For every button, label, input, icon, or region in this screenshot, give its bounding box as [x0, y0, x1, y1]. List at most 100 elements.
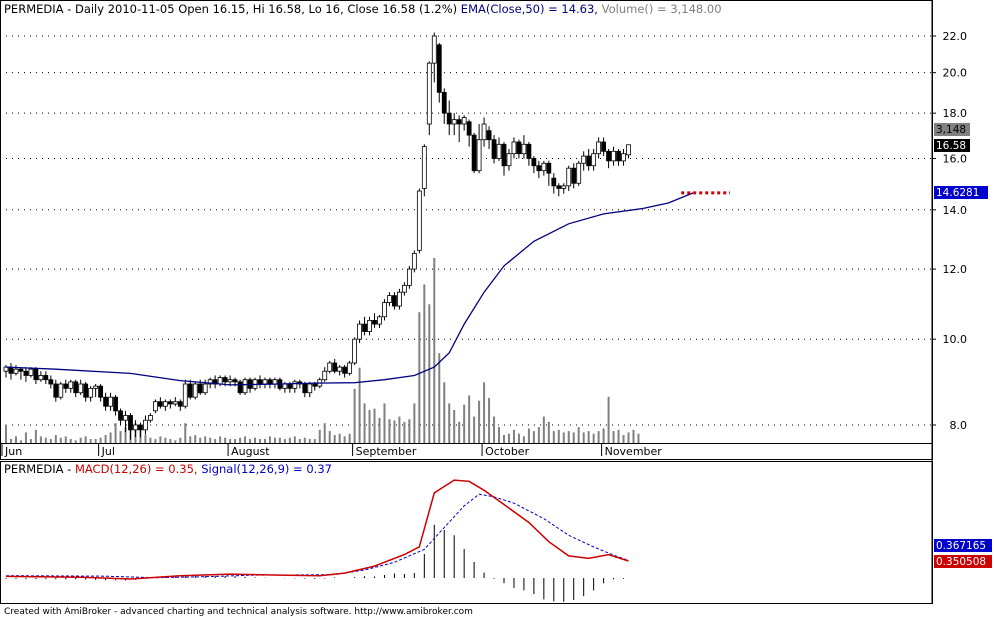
candle-body	[416, 190, 422, 251]
candle-body	[496, 143, 502, 159]
volume-bar	[458, 421, 461, 443]
volume-bar	[24, 432, 27, 443]
candle-body	[566, 167, 572, 187]
volume-bar	[174, 440, 177, 443]
volume-bar	[463, 404, 466, 443]
volume-bar	[433, 258, 436, 443]
candle-body	[13, 368, 19, 374]
candle-body	[192, 383, 198, 398]
candle-body	[207, 379, 213, 385]
volume-bar	[592, 433, 595, 443]
x-tick-label: November	[605, 445, 663, 458]
price-candles	[3, 32, 631, 440]
candle-body	[113, 396, 118, 412]
macd-pane[interactable]	[0, 461, 933, 604]
volume-bars	[5, 258, 640, 443]
volume-bar	[189, 436, 192, 443]
candle-body	[406, 268, 412, 286]
volume-bar	[338, 433, 341, 443]
volume-bar	[199, 437, 202, 443]
candle-body	[337, 366, 343, 372]
x-tick-label: Jul	[101, 445, 115, 458]
volume-bar	[333, 435, 336, 443]
volume-bar	[632, 429, 635, 443]
candle-body	[626, 144, 631, 156]
volume-bar	[403, 421, 406, 443]
price-pane[interactable]	[0, 0, 933, 460]
svg-text:14.6281: 14.6281	[936, 187, 979, 199]
macd-line	[5, 479, 629, 580]
candle-body	[73, 381, 79, 394]
candle-body	[401, 285, 407, 293]
candle-body	[307, 383, 313, 394]
candle-body	[606, 150, 611, 162]
volume-bar	[249, 439, 252, 443]
volume-bar	[239, 437, 242, 443]
candle-body	[8, 366, 14, 374]
volume-bar	[527, 428, 530, 443]
volume-bar	[19, 440, 22, 443]
volume-bar	[14, 436, 17, 443]
candle-body	[436, 44, 442, 93]
candle-body	[601, 141, 606, 152]
candle-body	[98, 385, 104, 398]
volume-bar	[114, 423, 117, 443]
svg-text:16.58: 16.58	[936, 140, 966, 152]
x-tick-label: September	[356, 445, 417, 458]
volume-bar	[124, 427, 127, 443]
volume-bar	[577, 427, 580, 443]
candle-body	[536, 165, 542, 172]
volume-bar	[343, 436, 346, 443]
candle-body	[347, 362, 353, 374]
candle-body	[48, 379, 54, 385]
volume-bar	[94, 439, 97, 443]
volume-bar	[388, 419, 391, 443]
candle-body	[342, 366, 348, 374]
volume-bar	[273, 437, 276, 443]
volume-bar	[29, 439, 32, 443]
candle-body	[372, 320, 377, 325]
volume-bar	[104, 435, 107, 443]
volume-bar	[79, 437, 82, 443]
candle-body	[182, 383, 188, 407]
candle-body	[157, 401, 163, 407]
y-tick-label: 10.0	[943, 333, 968, 346]
volume-bar	[612, 431, 615, 443]
volume-bar	[194, 435, 197, 443]
candle-body	[282, 383, 288, 389]
candle-body	[38, 375, 44, 381]
volume-bar	[64, 436, 67, 443]
candle-body	[541, 162, 547, 172]
candle-body	[197, 383, 203, 394]
x-tick-label: August	[231, 445, 270, 458]
candle-body	[426, 62, 432, 125]
volume-bar	[358, 367, 361, 443]
candle-body	[332, 362, 338, 372]
candle-body	[222, 377, 228, 383]
volume-bar	[313, 439, 316, 443]
volume-bar	[44, 437, 47, 443]
candle-body	[531, 158, 537, 167]
volume-bar	[283, 439, 286, 443]
candle-body	[431, 35, 437, 64]
volume-bar	[602, 428, 605, 443]
volume-bar	[468, 395, 471, 443]
volume-bar	[74, 440, 77, 443]
volume-bar	[453, 409, 456, 443]
svg-text:3,148: 3,148	[936, 124, 966, 136]
volume-bar	[303, 437, 306, 443]
volume-bar	[209, 437, 212, 443]
volume-bar	[234, 439, 237, 443]
volume-bar	[522, 436, 525, 443]
footer-credit: Created with AmiBroker - advanced charti…	[4, 607, 473, 617]
candle-body	[23, 370, 29, 376]
candle-body	[217, 377, 223, 385]
candle-body	[546, 162, 552, 174]
volume-bar	[278, 437, 281, 443]
candle-body	[491, 139, 497, 159]
volume-bar	[517, 433, 520, 443]
candle-body	[516, 141, 522, 155]
candle-body	[43, 375, 49, 381]
candle-body	[551, 177, 557, 187]
